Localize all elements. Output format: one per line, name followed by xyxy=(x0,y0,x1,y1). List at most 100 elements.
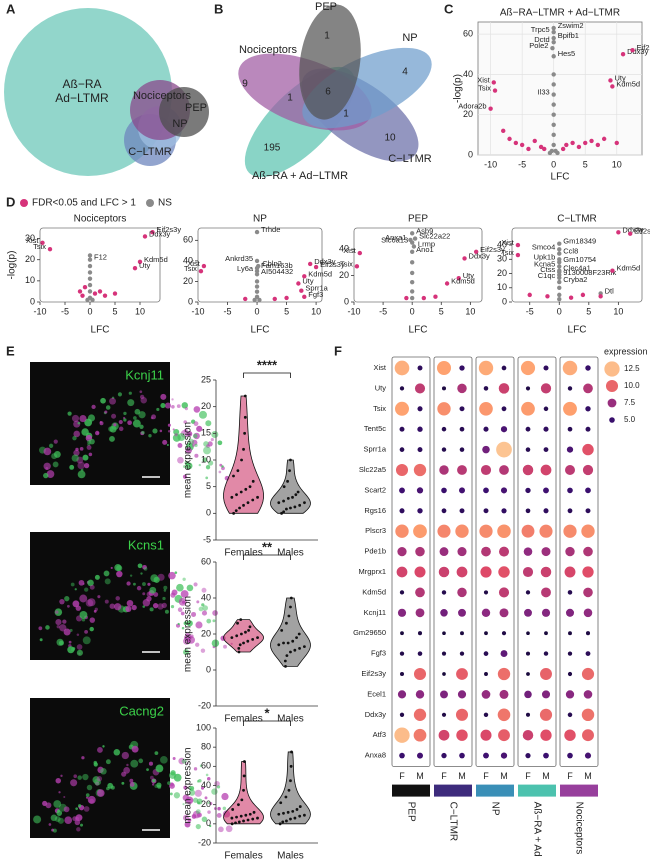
dot xyxy=(459,365,465,371)
y-tick-label: 30 xyxy=(25,233,35,243)
row-label: Mrgprx1 xyxy=(358,567,386,576)
point-label: Tsix xyxy=(501,248,514,257)
micrograph-cell xyxy=(152,428,158,434)
micrograph-cell xyxy=(195,809,201,814)
dot xyxy=(441,386,447,391)
micrograph-cell xyxy=(209,801,213,806)
point xyxy=(201,263,207,269)
point-label: Ddx3y xyxy=(622,225,644,234)
micrograph-cell xyxy=(89,617,96,623)
point xyxy=(557,285,562,290)
micrograph-cell xyxy=(94,607,98,612)
point xyxy=(244,630,247,634)
point xyxy=(289,458,292,462)
micrograph-cell xyxy=(72,600,80,608)
y-tick-label: -20 xyxy=(198,837,211,847)
point-label: AI504432 xyxy=(261,267,293,276)
point xyxy=(557,296,562,302)
point xyxy=(239,618,243,621)
micrograph-cell xyxy=(111,413,117,419)
point xyxy=(102,293,108,298)
dot xyxy=(417,447,423,453)
point xyxy=(557,275,562,281)
micrograph-cell xyxy=(97,747,103,753)
dot xyxy=(417,406,423,412)
dot xyxy=(399,651,405,656)
micrograph-cell xyxy=(159,429,163,433)
image-label: Kcnj11 xyxy=(125,367,164,382)
point-label: Xist xyxy=(501,238,514,247)
dot xyxy=(583,546,593,557)
micrograph-cell xyxy=(149,586,157,594)
point xyxy=(87,257,93,262)
set-label: Aß−RA + Ad−LTMR xyxy=(252,170,348,182)
point xyxy=(282,485,286,489)
dot xyxy=(498,383,510,394)
x-tick-label: Females xyxy=(224,851,262,862)
micrograph-cell xyxy=(38,626,43,631)
point xyxy=(257,297,262,303)
row-label: Rgs16 xyxy=(364,506,386,515)
dot xyxy=(525,386,531,391)
micrograph-cell xyxy=(182,474,188,479)
micrograph-cell xyxy=(77,461,86,470)
micrograph-cell xyxy=(79,594,88,603)
y-tick-label: -5 xyxy=(203,534,211,544)
point xyxy=(513,140,519,146)
point xyxy=(242,447,245,451)
panel-letter: D xyxy=(6,194,15,209)
micrograph-cell xyxy=(170,592,176,598)
point xyxy=(243,760,246,763)
point-label: Eif2s3y xyxy=(157,225,182,234)
point xyxy=(278,822,282,826)
point xyxy=(538,144,544,150)
micrograph-cell xyxy=(152,602,159,609)
dot xyxy=(564,566,576,578)
micrograph-cell xyxy=(97,595,101,599)
micrograph-cell xyxy=(184,460,189,466)
micrograph-cell xyxy=(139,424,144,429)
dot xyxy=(567,590,573,595)
dot xyxy=(541,690,551,699)
y-tick-label: 10 xyxy=(497,282,507,292)
micrograph-cell xyxy=(197,801,201,805)
y-tick-label: 15 xyxy=(201,428,211,438)
micrograph-cell xyxy=(183,420,187,424)
micrograph-cell xyxy=(172,757,176,761)
point xyxy=(444,281,450,286)
legend-swatch xyxy=(146,199,154,207)
point xyxy=(598,294,603,299)
micrograph-cell xyxy=(153,576,160,583)
point xyxy=(557,279,562,285)
point xyxy=(551,112,556,117)
point xyxy=(542,146,547,152)
dot xyxy=(544,631,548,636)
dot xyxy=(399,712,405,717)
micrograph-cell xyxy=(183,428,188,433)
set-label: C−LTMR xyxy=(388,153,432,165)
point-label: Uty xyxy=(614,73,626,82)
point-label: Uty xyxy=(463,271,475,280)
set-label: Ad−LTMR xyxy=(55,91,109,105)
micrograph-cell xyxy=(194,789,202,797)
y-tick-label: 20 xyxy=(183,276,193,286)
y-tick-label: 60 xyxy=(183,235,193,245)
dot xyxy=(437,524,451,538)
point xyxy=(285,654,289,657)
chart-title: Nociceptors xyxy=(74,214,127,225)
point xyxy=(551,92,556,97)
point xyxy=(198,268,204,274)
micrograph-cell xyxy=(105,759,111,765)
group-bar xyxy=(434,784,472,797)
point xyxy=(557,247,562,252)
x-tick-label: 0 xyxy=(557,306,562,316)
point xyxy=(256,495,259,499)
point xyxy=(532,138,537,144)
point xyxy=(230,495,234,499)
micrograph-cell xyxy=(143,567,148,571)
dot xyxy=(457,547,467,557)
point xyxy=(242,774,246,778)
dot xyxy=(480,729,492,741)
micrograph-cell xyxy=(45,625,50,630)
dot xyxy=(541,547,551,557)
